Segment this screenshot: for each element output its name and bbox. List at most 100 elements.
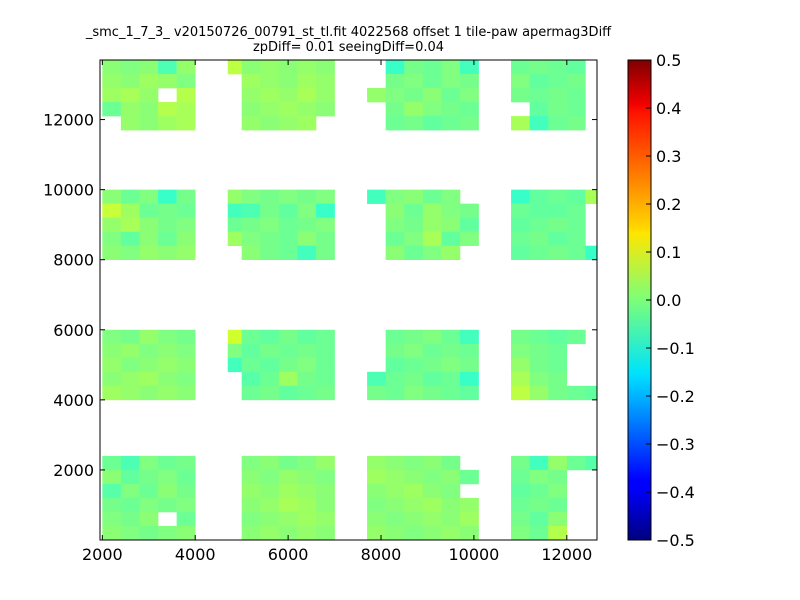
heatmap-cell [529,88,549,103]
heatmap-cell [367,371,386,387]
heatmap-cell [297,217,317,232]
heatmap-cell [176,511,196,527]
heatmap-cell [529,469,549,485]
heatmap-cell [297,245,317,261]
heatmap-cell [441,60,461,75]
heatmap-cell [511,511,530,527]
heatmap-cell [102,497,122,513]
heatmap-cell [511,329,530,345]
y-tick-label: 10000 [43,181,94,200]
heatmap-cell [278,102,298,117]
heatmap-cell [102,74,122,89]
heatmap-cell [367,189,386,204]
heatmap-cell [278,203,298,218]
y-tick-label: 6000 [53,321,94,340]
heatmap-cell [297,511,317,527]
heatmap-cell [404,329,424,345]
heatmap-cell [120,88,140,103]
heatmap-cell [529,245,549,261]
heatmap-cell [260,88,280,103]
heatmap-cell [548,203,568,218]
heatmap-cell [120,371,140,387]
heatmap-cell [529,357,549,373]
heatmap-cell [529,74,549,89]
heatmap-cell [385,483,405,499]
heatmap-cell [139,60,159,75]
heatmap-cell [548,231,568,246]
heatmap-cell [158,217,177,232]
heatmap-cell [422,102,442,117]
heatmap-cell [315,497,335,513]
heatmap-cell [529,483,549,499]
heatmap-cell [176,102,196,117]
heatmap-cell [260,511,280,527]
chart-title: _smc_1_7_3_ v20150726_00791_st_tl.fit 40… [85,25,612,40]
heatmap-cell [548,329,568,345]
heatmap-cell [176,385,196,401]
heatmap-cell [120,116,140,131]
heatmap-cell [511,231,530,246]
heatmap-cell [139,385,159,401]
heatmap-cell [297,371,317,387]
heatmap-cell [511,88,530,103]
heatmap-cell [102,469,122,485]
heatmap-cell [260,217,280,232]
y-tick-label: 4000 [53,391,94,410]
heatmap-cell [102,455,122,471]
heatmap-cell [315,245,335,261]
colorbar-tick-label: −0.4 [656,483,695,502]
heatmap-cell [297,483,317,499]
heatmap-cell [548,469,568,485]
heatmap-cell [158,343,177,359]
heatmap-cell [511,203,530,218]
heatmap-cell [278,245,298,261]
heatmap-cell [278,217,298,232]
heatmap-cell [511,217,530,232]
heatmap-cell [404,385,424,401]
heatmap-cell [585,189,597,204]
heatmap-cell [548,455,568,471]
heatmap-cell [404,74,424,89]
heatmap-cell [139,343,159,359]
heatmap-cell [441,217,461,232]
heatmap-cell [548,497,568,513]
heatmap-cell [315,102,335,117]
heatmap-cell [158,102,177,117]
x-tick-label: 12000 [541,545,592,564]
heatmap-cell [585,455,597,471]
chart-subtitle: zpDiff= 0.01 seeingDiff=0.04 [252,40,445,55]
x-tick-label: 4000 [175,545,216,564]
heatmap-cell [404,60,424,75]
heatmap-cell [385,385,405,401]
x-tick-label: 6000 [268,545,309,564]
heatmap-cell [297,231,317,246]
heatmap-cell [260,102,280,117]
heatmap-cell [441,88,461,103]
heatmap-cell [459,329,479,345]
heatmap-cell [566,329,586,345]
heatmap-cell [422,455,442,471]
heatmap-cell [241,483,261,499]
heatmap-cell [102,203,122,218]
heatmap-cell [566,245,586,261]
heatmap-cell [566,231,586,246]
heatmap-cell [278,455,298,471]
heatmap-cell [176,116,196,131]
heatmap-cell [260,60,280,75]
heatmap-cell [529,385,549,401]
colorbar-axis: 0.5 0.4 0.3 0.2 0.1 0.0 −0.1 −0.2 −0.3 −0.4 −0.5 [646,51,695,550]
heatmap-cell [548,189,568,204]
heatmap-cell [278,497,298,513]
heatmap-cell [548,343,568,359]
heatmap-cell [585,245,597,261]
colorbar-tick-label: −0.2 [656,387,695,406]
heatmap-cell [260,231,280,246]
heatmap-cell [385,455,405,471]
x-axis: 2000 4000 6000 8000 10000 12000 [82,60,592,564]
heatmap-cell [241,60,261,75]
heatmap-cell [566,189,586,204]
colorbar-gradient [628,60,651,540]
heatmap-cell [102,511,122,527]
heatmap-cell [139,511,159,527]
heatmap-cell [548,60,568,75]
